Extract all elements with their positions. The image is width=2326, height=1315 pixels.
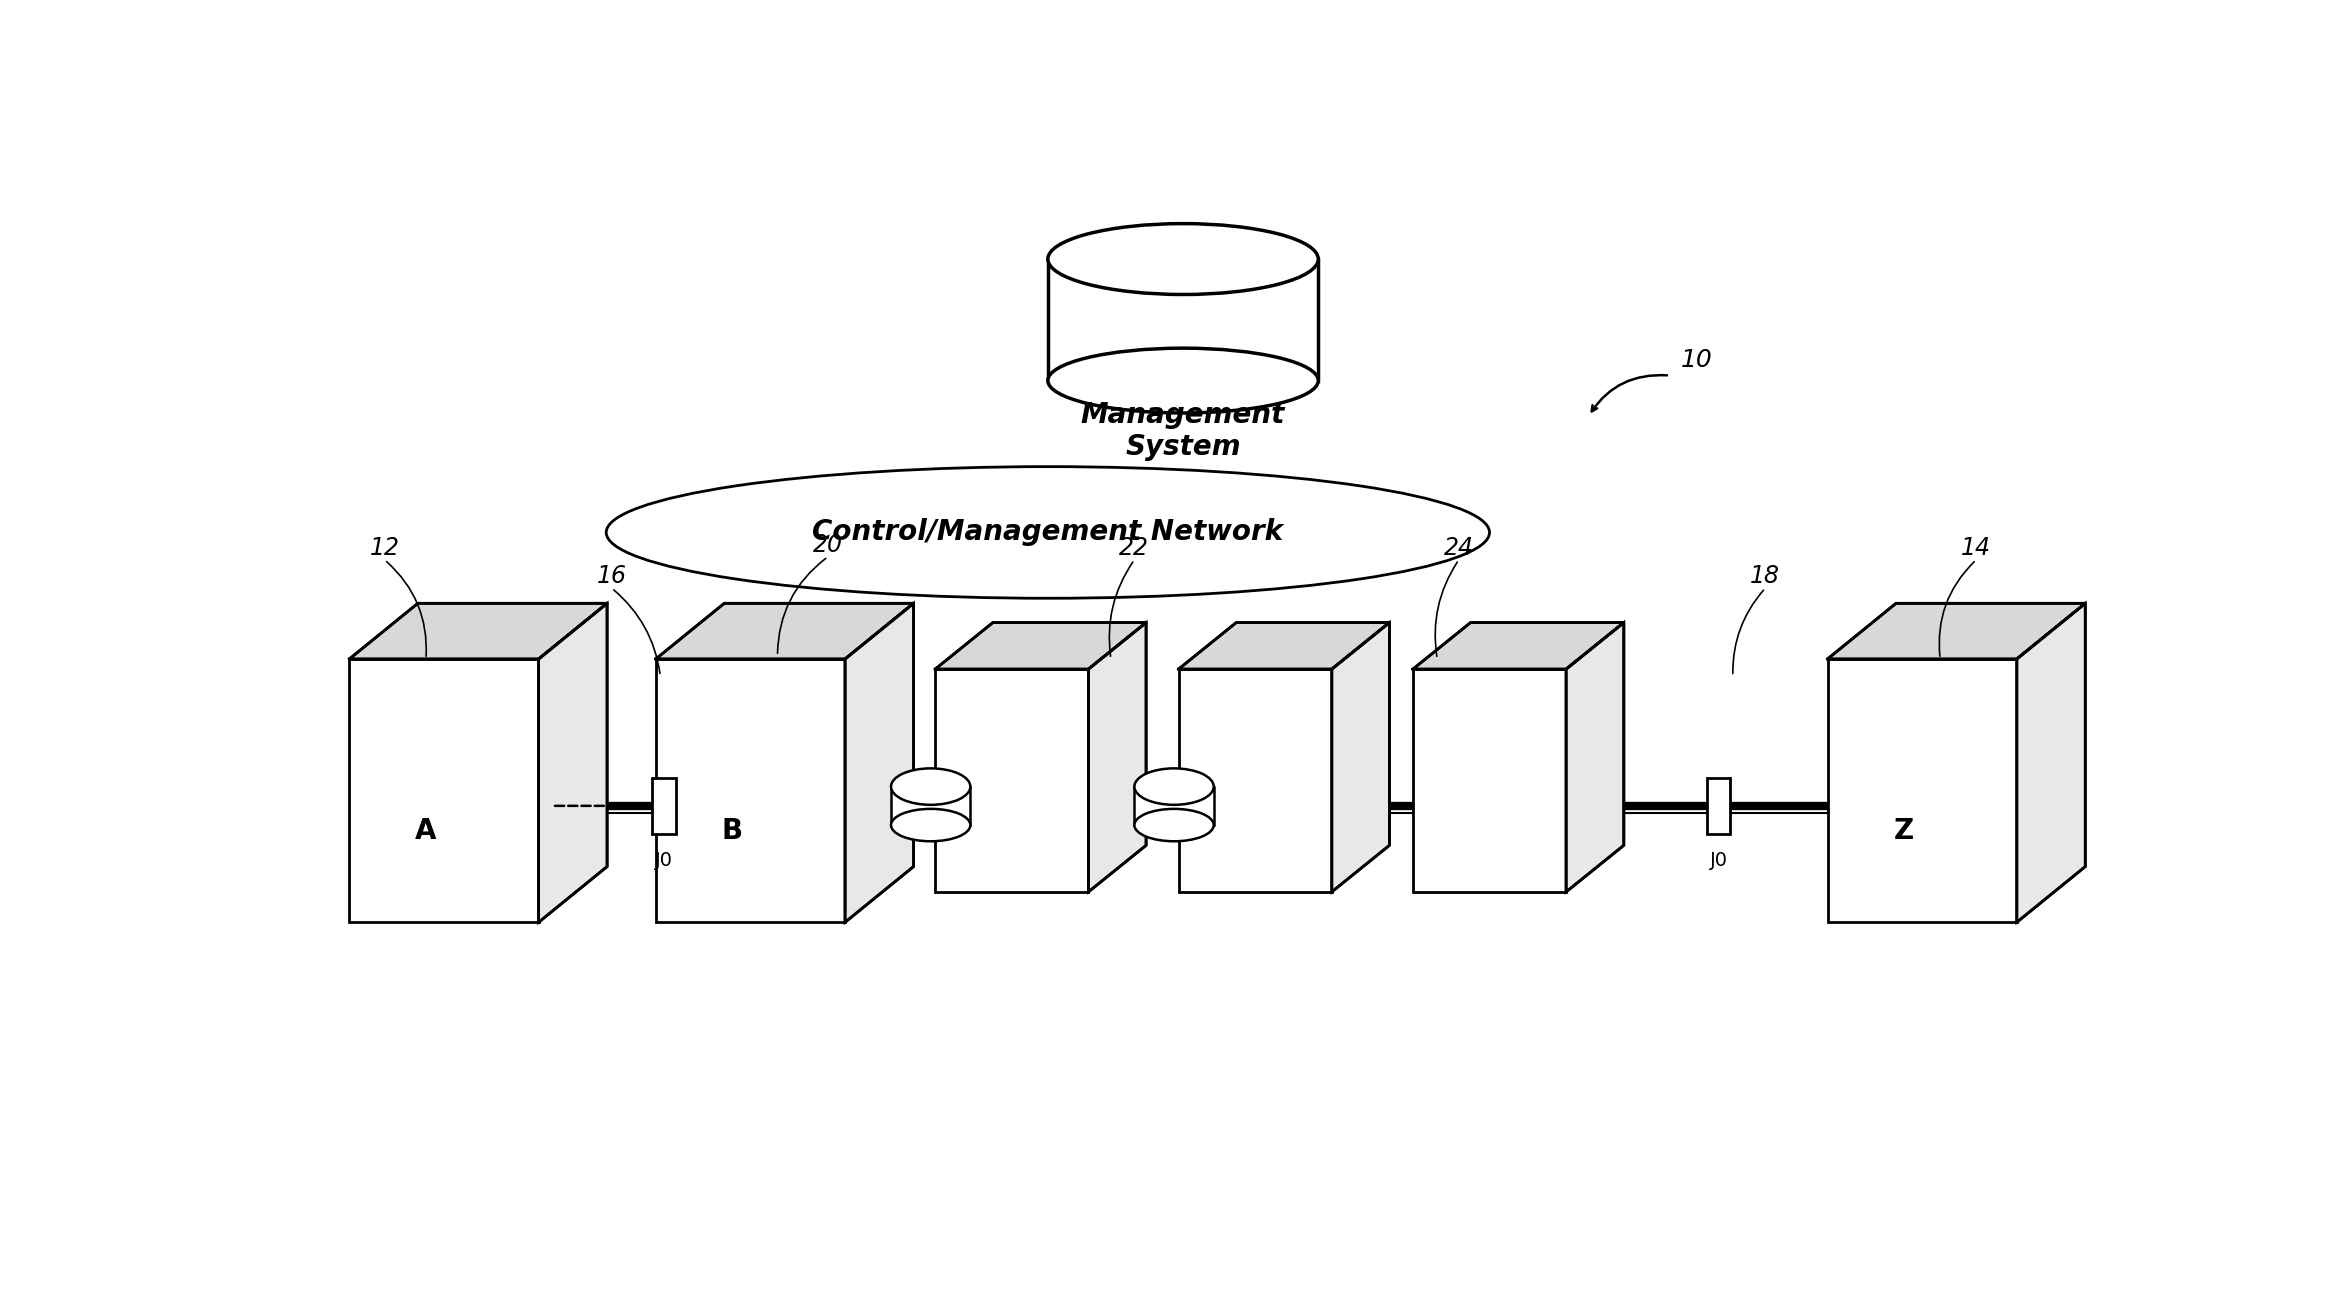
Text: 16: 16 [598, 564, 626, 588]
Polygon shape [1089, 622, 1147, 892]
Ellipse shape [1047, 348, 1319, 413]
Polygon shape [1828, 604, 2086, 659]
Polygon shape [656, 604, 914, 659]
Bar [1047, 259, 1319, 380]
Text: 20: 20 [814, 533, 842, 556]
Ellipse shape [607, 467, 1489, 598]
Bar [651, 778, 675, 834]
Polygon shape [349, 604, 607, 659]
Polygon shape [1333, 622, 1389, 892]
Ellipse shape [1135, 768, 1214, 805]
Bar [1135, 786, 1214, 825]
Polygon shape [844, 604, 914, 922]
Bar [935, 669, 1089, 892]
Text: 14: 14 [1961, 535, 1991, 560]
Bar [1179, 669, 1333, 892]
Text: Z: Z [1893, 817, 1914, 846]
Ellipse shape [891, 809, 970, 842]
Bar [1707, 778, 1731, 834]
Text: 12: 12 [370, 535, 400, 560]
Text: 22: 22 [1119, 535, 1149, 560]
Text: Control/Management Network: Control/Management Network [812, 518, 1284, 547]
Bar [349, 659, 540, 922]
Text: A: A [416, 817, 437, 846]
Polygon shape [1179, 622, 1389, 669]
Text: J0: J0 [1710, 851, 1728, 871]
Polygon shape [2017, 604, 2086, 922]
Text: 24: 24 [1444, 535, 1475, 560]
Bar [891, 786, 970, 825]
Bar [1412, 669, 1565, 892]
Text: Management
System: Management System [1082, 401, 1286, 462]
Ellipse shape [1135, 809, 1214, 842]
Polygon shape [935, 622, 1147, 669]
Text: 10: 10 [1682, 348, 1712, 372]
Polygon shape [1565, 622, 1624, 892]
Ellipse shape [1047, 224, 1319, 295]
Bar [1828, 659, 2017, 922]
Text: B: B [721, 817, 742, 846]
Bar [656, 659, 844, 922]
Polygon shape [540, 604, 607, 922]
Text: J0: J0 [656, 851, 672, 871]
Text: 18: 18 [1751, 564, 1779, 588]
Ellipse shape [891, 768, 970, 805]
Polygon shape [1412, 622, 1624, 669]
